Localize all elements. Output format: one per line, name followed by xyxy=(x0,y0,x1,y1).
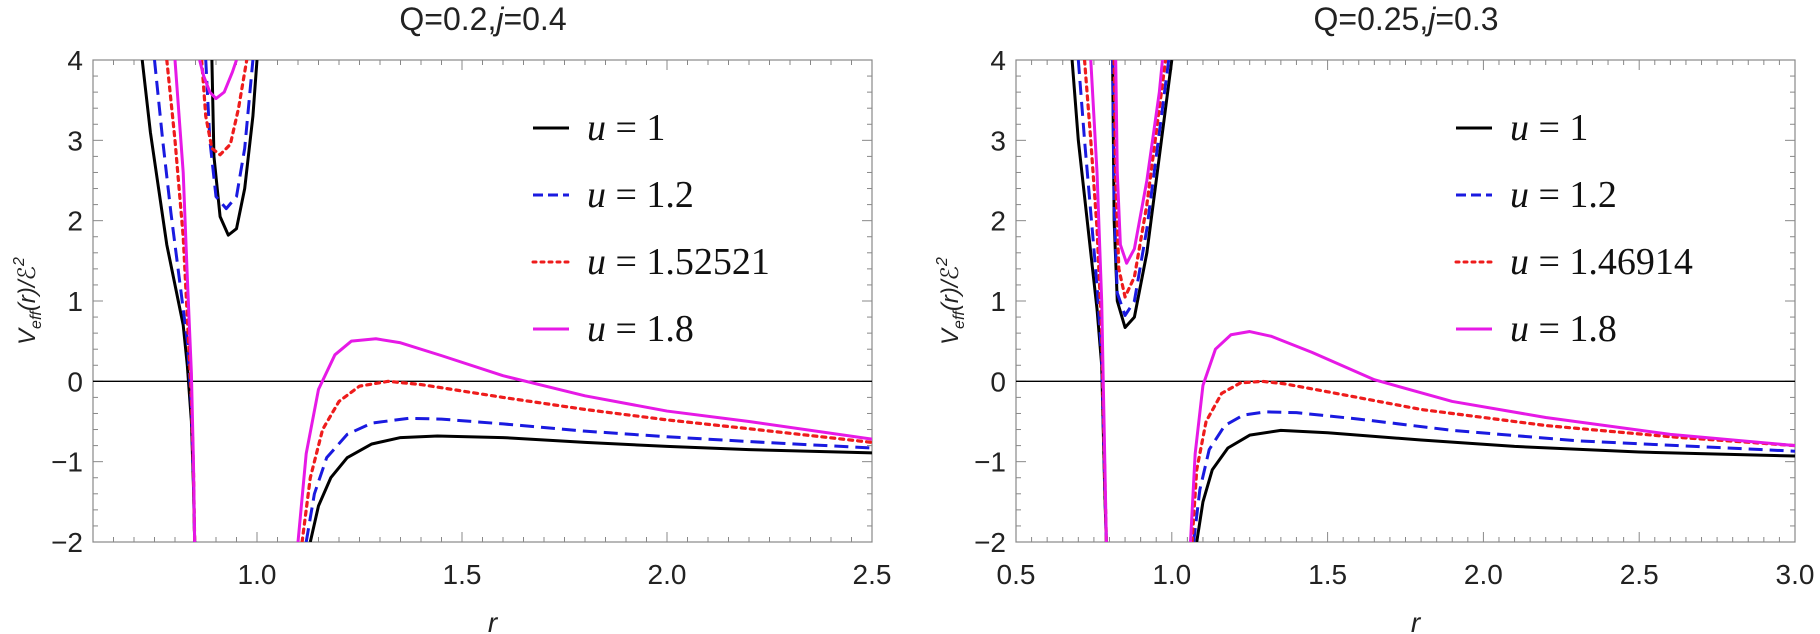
chart-title: Q=0.25,j=0.3 xyxy=(1313,1,1498,37)
series-line-3-well xyxy=(200,60,249,157)
series-line-4-outer-branch xyxy=(1189,330,1795,542)
series-line-3-well xyxy=(1112,60,1168,299)
x-tick-label: 2.0 xyxy=(648,559,687,590)
x-tick-label: 1.5 xyxy=(1308,559,1347,590)
legend-label: u = 1.52521 xyxy=(587,241,770,283)
x-tick-label: 2.0 xyxy=(1464,559,1503,590)
series-line-2-outer-branch xyxy=(304,416,872,542)
y-tick-label: −2 xyxy=(974,527,1006,558)
y-tick-label: 4 xyxy=(67,45,83,76)
legend-label: u = 1 xyxy=(587,107,665,149)
legend: u = 1 u = 1.2 u = 1.52521 u = 1.8 xyxy=(531,107,770,350)
chart-panel-2: Q=0.25,j=0.3 0.5 1.0 1.5 2.0 2.5 3.0 −2 −1 0 1 2 3 4 r… xyxy=(934,1,1814,634)
series-line-4-inner-branch xyxy=(173,60,197,542)
x-axis-label: r xyxy=(1411,607,1422,634)
series-line-4-well xyxy=(1114,60,1164,265)
x-tick-label: 1.0 xyxy=(238,559,277,590)
y-tick-label: 1 xyxy=(990,286,1006,317)
y-tick-label: −2 xyxy=(51,527,83,558)
legend-label: u = 1.8 xyxy=(1510,308,1617,350)
y-tick-label: 2 xyxy=(990,206,1006,237)
chart-panel-1: Q=0.2,j=0.4 1.0 1.5 2.0 2.5 −2 −1 0 1 2 3 4 r Veff(r)… xyxy=(11,1,891,634)
x-tick-label: 1.0 xyxy=(1152,559,1191,590)
x-tick-label: 0.5 xyxy=(997,559,1036,590)
x-tick-label: 1.5 xyxy=(443,559,482,590)
series-line-4-well xyxy=(198,60,238,101)
legend-label: u = 1 xyxy=(1510,107,1588,149)
series-line-1-well xyxy=(210,60,259,237)
legend-label: u = 1.8 xyxy=(587,308,694,350)
title-j-value: =0.3 xyxy=(1435,1,1498,37)
y-tick-label: 2 xyxy=(67,206,83,237)
x-tick-label: 2.5 xyxy=(853,559,892,590)
y-tick-label: −1 xyxy=(51,447,83,478)
legend-label: u = 1.2 xyxy=(1510,174,1617,216)
legend-label: u = 1.2 xyxy=(587,174,694,216)
series-line-1-outer-branch xyxy=(308,434,872,542)
x-tick-label: 3.0 xyxy=(1776,559,1815,590)
series-line-3-inner-branch xyxy=(165,60,197,542)
series-line-2-inner-branch xyxy=(1076,60,1108,542)
y-axis-label: Veff(r)/ℰ2 xyxy=(11,257,45,345)
legend: u = 1 u = 1.2 u = 1.46914 u = 1.8 xyxy=(1454,107,1693,350)
y-tick-label: −1 xyxy=(974,447,1006,478)
y-tick-label: 3 xyxy=(990,125,1006,156)
y-axis-label: Veff(r)/ℰ2 xyxy=(934,257,968,345)
series-line-3-outer-branch xyxy=(300,379,872,542)
series-line-1-outer-branch xyxy=(1195,428,1795,542)
title-q-part: Q=0.2, xyxy=(399,1,496,37)
title-q-part: Q=0.25, xyxy=(1313,1,1428,37)
y-tick-label: 3 xyxy=(67,125,83,156)
y-tick-label: 0 xyxy=(67,366,83,397)
y-tick-label: 0 xyxy=(990,366,1006,397)
series-line-3-outer-branch xyxy=(1190,379,1795,542)
y-tick-label: 4 xyxy=(990,45,1006,76)
x-axis-label: r xyxy=(488,607,499,634)
series-line-4-inner-branch xyxy=(1089,60,1108,542)
y-tick-label: 1 xyxy=(67,286,83,317)
series-line-2-well xyxy=(204,60,255,211)
series-line-4-outer-branch xyxy=(296,337,872,542)
series-line-2-well xyxy=(1111,60,1171,317)
title-j-value: =0.4 xyxy=(503,1,566,37)
x-tick-label: 2.5 xyxy=(1620,559,1659,590)
legend-label: u = 1.46914 xyxy=(1510,241,1693,283)
chart-title: Q=0.2,j=0.4 xyxy=(399,1,566,37)
